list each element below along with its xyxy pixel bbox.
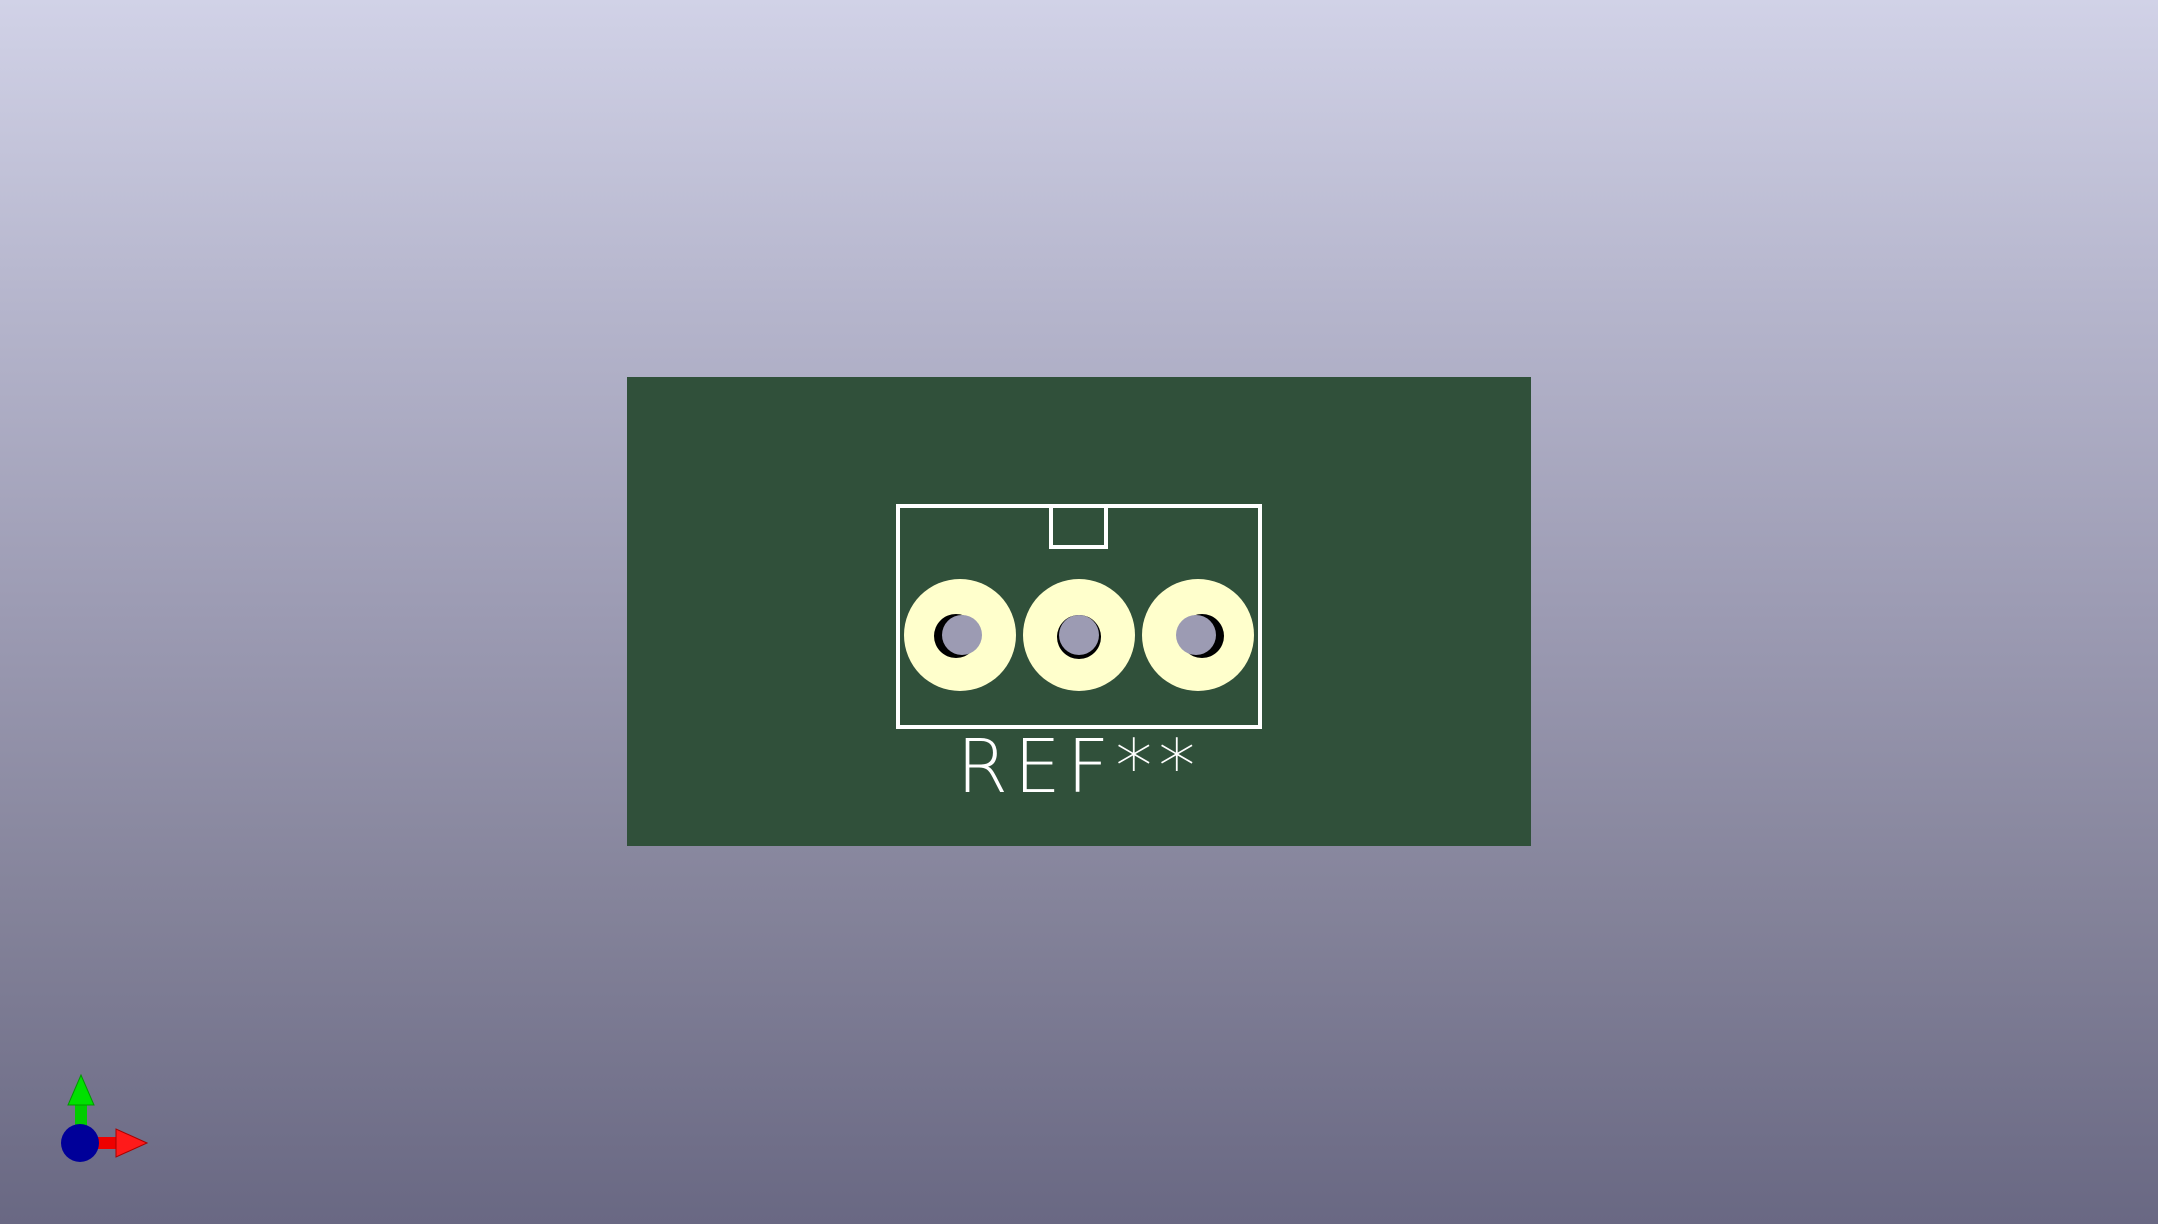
reference-designator[interactable]: REF** [957, 724, 1202, 810]
z-axis-dot-icon [61, 1124, 99, 1162]
axis-gizmo [61, 1073, 149, 1162]
pad-1[interactable] [904, 579, 1016, 691]
pad-3[interactable] [1142, 579, 1254, 691]
pad-2[interactable] [1023, 579, 1135, 691]
silkscreen-outline [896, 504, 1262, 729]
silkscreen-notch [1049, 506, 1108, 549]
